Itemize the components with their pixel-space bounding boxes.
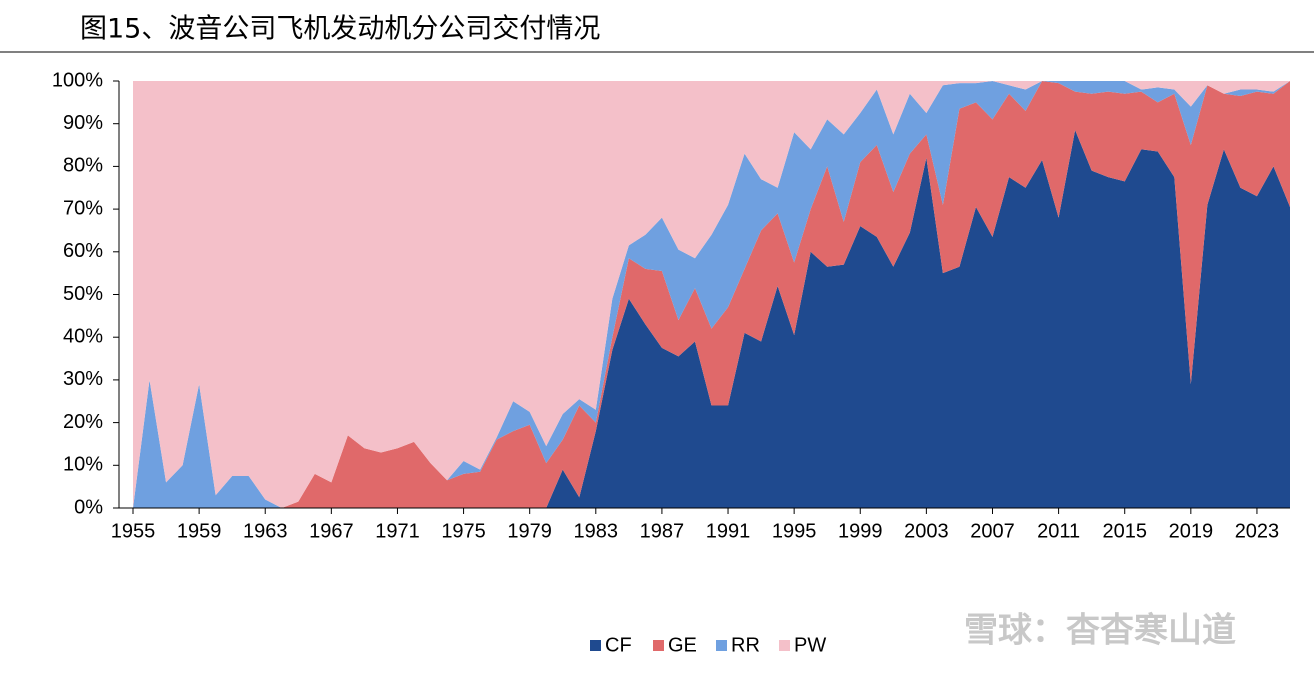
- chart-title: 图15、波音公司飞机发动机分公司交付情况: [80, 14, 600, 45]
- x-tick-label: 2011: [1037, 520, 1080, 542]
- legend-label: PW: [794, 634, 826, 656]
- y-tick-label: 60%: [63, 240, 103, 262]
- x-tick-label: 1963: [243, 520, 288, 542]
- y-tick-label: 70%: [63, 197, 103, 219]
- x-tick-label: 1983: [574, 520, 619, 542]
- y-tick-label: 10%: [63, 454, 103, 476]
- y-tick-label: 50%: [63, 283, 103, 305]
- x-tick-label: 1995: [772, 520, 817, 542]
- area: [133, 81, 1290, 508]
- x-tick-label: 2023: [1235, 520, 1280, 542]
- x-tick-label: 1959: [177, 520, 222, 542]
- x-tick-label: 1979: [507, 520, 552, 542]
- x-tick-label: 1971: [375, 520, 420, 542]
- x-tick-label: 2003: [904, 520, 949, 542]
- legend-swatch: [779, 640, 790, 651]
- x-tick-label: 1987: [640, 520, 685, 542]
- x-tick-label: 2015: [1102, 520, 1147, 542]
- y-tick-label: 20%: [63, 411, 103, 433]
- legend-label: RR: [731, 634, 760, 656]
- legend-swatch: [590, 640, 601, 651]
- x-tick-label: 1955: [111, 520, 156, 542]
- x-tick-label: 1999: [838, 520, 883, 542]
- y-tick-label: 40%: [63, 325, 103, 347]
- x-tick-label: 1967: [309, 520, 354, 542]
- watermark: 雪球：杳杳寒山道: [964, 611, 1236, 651]
- y-tick-label: 90%: [63, 112, 103, 134]
- y-tick-label: 100%: [52, 69, 103, 91]
- area: [133, 130, 1290, 509]
- x-tick-label: 1991: [706, 520, 751, 542]
- legend-swatch: [653, 640, 664, 651]
- x-tick-label: 1975: [441, 520, 486, 542]
- y-tick-label: 0%: [74, 496, 103, 518]
- legend-label: CF: [605, 634, 632, 656]
- x-tick-label: 2019: [1169, 520, 1214, 542]
- legend-swatch: [716, 640, 727, 651]
- area: [133, 81, 1290, 508]
- y-tick-label: 30%: [63, 368, 103, 390]
- area: [133, 81, 1290, 508]
- y-tick-label: 80%: [63, 155, 103, 177]
- legend-label: GE: [668, 634, 697, 656]
- x-tick-label: 2007: [970, 520, 1015, 542]
